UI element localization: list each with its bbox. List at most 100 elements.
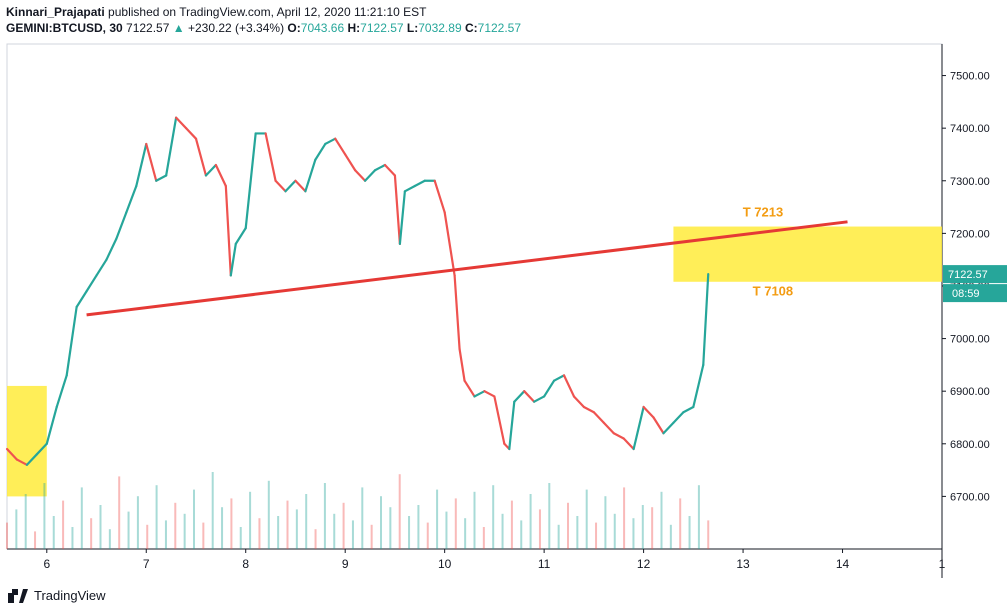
y-tick-label: 7500.00 <box>950 71 990 83</box>
volume-bar <box>595 522 598 549</box>
volume-bar <box>623 487 626 549</box>
volume-bar <box>295 509 298 549</box>
symbol-label: GEMINI:BTCUSD, 30 <box>6 21 123 35</box>
author-name[interactable]: Kinnari_Prajapati <box>6 5 105 19</box>
price-segment <box>214 163 227 188</box>
y-tick-label: 7300.00 <box>950 176 990 188</box>
price-segment <box>622 437 635 451</box>
volume-bar <box>669 524 672 549</box>
x-tick-label: 10 <box>438 557 452 571</box>
volume-bar <box>62 500 65 549</box>
price-segment <box>25 453 38 466</box>
volume-bar <box>548 483 551 549</box>
volume-bar <box>436 489 439 549</box>
x-tick-label: 9 <box>342 557 349 571</box>
price-segment <box>125 184 138 214</box>
countdown-label: 08:59 <box>952 288 980 300</box>
price-segment <box>174 116 188 130</box>
volume-bar <box>323 483 326 549</box>
price-segment <box>493 395 506 445</box>
volume-bar <box>445 511 448 549</box>
volume-bar <box>80 487 83 549</box>
y-tick-label: 6700.00 <box>950 491 990 503</box>
volume-bar <box>71 527 74 549</box>
volume-bar <box>90 518 93 549</box>
volume-bar <box>707 520 710 549</box>
volume-bar <box>688 516 691 549</box>
volume-bar <box>464 518 467 549</box>
price-segment <box>453 274 461 351</box>
publish-line: Kinnari_Prajapati published on TradingVi… <box>6 4 521 20</box>
volume-bar <box>183 513 186 549</box>
price-segment <box>373 163 387 172</box>
price-segment <box>204 163 217 177</box>
trendline <box>86 220 848 317</box>
price-segment <box>284 179 297 193</box>
price-segment <box>334 137 347 156</box>
volume-bar <box>239 527 242 549</box>
chart-header: Kinnari_Prajapati published on TradingVi… <box>6 4 521 36</box>
price-segment <box>383 163 397 177</box>
price-segment <box>582 405 595 414</box>
price-segment <box>398 190 406 245</box>
price-segment <box>65 305 78 377</box>
x-tick-label: 6 <box>43 557 50 571</box>
brand-name[interactable]: TradingView <box>34 588 106 603</box>
price-segment <box>662 421 675 435</box>
price-segment <box>443 211 456 277</box>
published-text: published on TradingView.com, April 12, … <box>108 5 427 19</box>
price-segment <box>692 363 705 409</box>
volume-bar <box>361 487 364 549</box>
price-segment <box>85 274 98 293</box>
volume-bar <box>118 476 121 549</box>
price-segment <box>304 158 317 193</box>
price-segment <box>363 169 377 182</box>
price-segment <box>543 379 556 398</box>
y-tick-label: 7400.00 <box>950 123 990 135</box>
price-segment <box>562 374 576 398</box>
price-segment <box>165 116 178 177</box>
tradingview-logo-icon[interactable] <box>8 588 28 603</box>
low-label: L: <box>406 21 419 35</box>
price-segment <box>314 142 327 161</box>
x-tick-label: 8 <box>242 557 249 571</box>
price-segment <box>473 390 486 398</box>
volume-bar <box>641 505 644 549</box>
price-segment <box>234 227 247 245</box>
volume-bar <box>24 494 27 549</box>
price-segment <box>483 390 496 398</box>
volume-bar <box>230 498 233 549</box>
volume-bar <box>380 496 382 549</box>
price-segment <box>602 421 615 435</box>
price-segment <box>403 184 416 193</box>
price-segment <box>145 142 158 182</box>
volume-bar <box>305 494 308 549</box>
volume-bar <box>604 496 607 549</box>
volume-bar <box>193 489 195 549</box>
countdown-box <box>943 284 1007 303</box>
volume-bar <box>679 498 682 549</box>
price-segment <box>393 174 401 245</box>
volume-bar <box>43 483 46 549</box>
price-segment <box>55 374 68 409</box>
price-segment <box>552 374 566 382</box>
x-tick-label: 13 <box>736 557 750 571</box>
price-segment <box>35 442 48 456</box>
price-segment <box>115 211 128 240</box>
volume-bar <box>585 489 588 549</box>
volume-bar <box>510 500 513 549</box>
last-price: 7122.57 <box>126 21 170 35</box>
volume-bar <box>567 502 569 549</box>
x-tick-label: 12 <box>637 557 651 571</box>
volume-bar <box>538 509 541 549</box>
volume-bar <box>277 516 280 549</box>
volume-bar <box>99 505 102 549</box>
volume-bar <box>249 491 252 549</box>
price-segment <box>135 142 148 188</box>
price-segment <box>324 137 337 146</box>
high-label: H: <box>347 21 361 35</box>
y-tick-label: 6900.00 <box>950 386 990 398</box>
volume-bar <box>482 527 485 549</box>
price-segment <box>682 405 695 414</box>
